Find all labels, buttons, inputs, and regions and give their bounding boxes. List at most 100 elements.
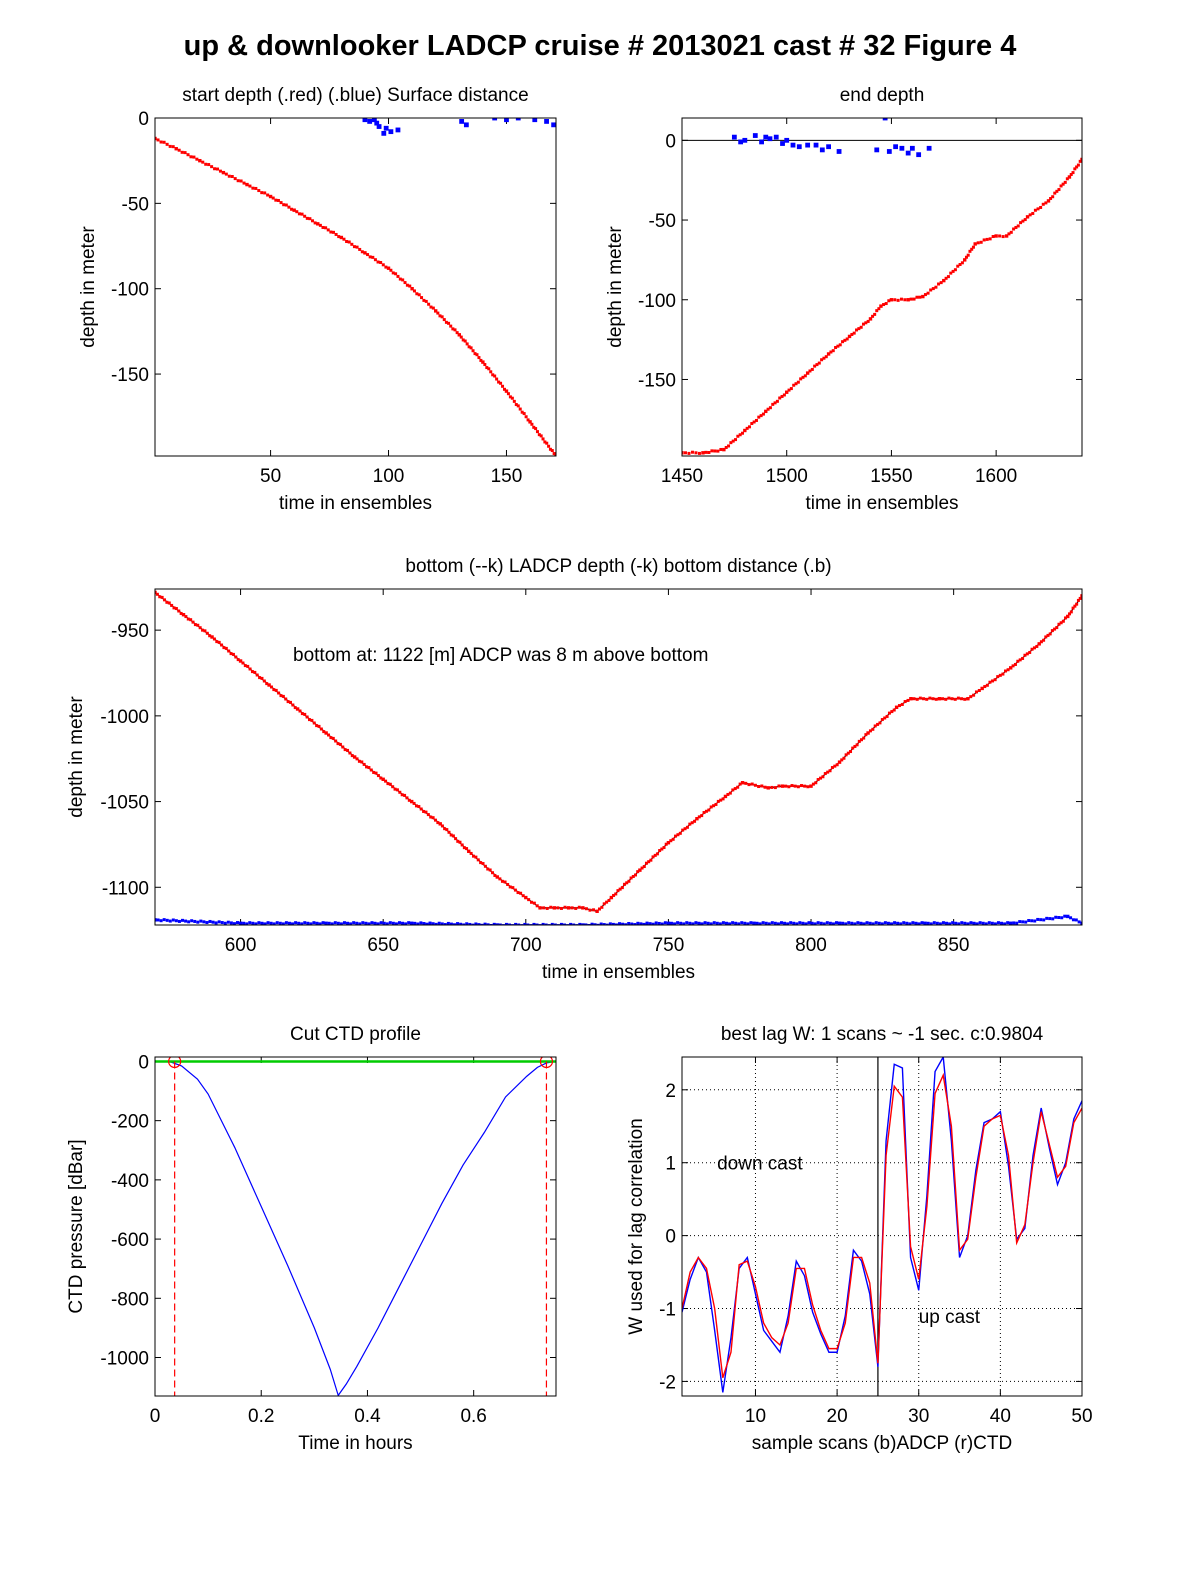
blue-data-point [388,129,394,135]
red-data-point [431,306,435,310]
red-data-point [508,885,512,889]
red-data-point [449,833,453,837]
blue-data-point [882,118,888,121]
red-data-point [1075,165,1079,169]
red-data-point [1012,227,1016,231]
red-data-point [937,282,941,286]
red-data-point [336,742,340,746]
red-data-point [167,601,171,605]
chart-bottom: 600 650 700 750 800 850 -950 -1000 -1050 -1100 bot… [66,556,1083,983]
red-data-point [780,784,785,788]
red-data-point [949,271,953,275]
red-data-point [374,771,378,775]
blue-data-point [379,921,383,925]
red-data-point [220,643,224,647]
blue-data-point [926,145,932,151]
red-data-point [313,221,317,225]
red-data-point [400,793,404,797]
blue-data-point [382,921,386,925]
blue-data-point [859,921,863,925]
red-data-point [1018,658,1022,662]
red-data-point [554,454,556,456]
red-data-point [803,784,807,788]
red-data-point [841,340,845,344]
red-data-point [882,303,886,307]
red-data-point [899,297,903,301]
red-data-point [834,346,838,350]
red-data-point [316,222,320,226]
blue-data-point [492,118,498,121]
red-data-point [980,686,984,691]
blue-data-point [877,921,881,925]
red-data-point [504,389,509,393]
red-data-point [757,785,761,789]
red-data-point [420,296,424,300]
red-data-point [584,907,588,911]
red-data-point [631,874,635,878]
red-data-point [1061,619,1065,623]
blue-data-point [294,921,298,925]
chart-lag: 10 20 30 40 50 -2 -1 0 1 2 best lag W: 1 scans ~ -… [626,1024,1093,1454]
red-data-point [230,175,234,179]
red-data-point [759,414,763,418]
red-data-point [311,219,315,223]
red-data-point [469,851,473,855]
x-tick-label: 0.6 [460,1406,486,1427]
blue-data-point [633,923,637,925]
red-data-point [215,640,219,644]
blue-data-point [456,922,460,925]
red-data-point [391,785,395,789]
x-axis-label: time in ensembles [542,962,695,983]
red-data-point [474,855,478,859]
red-data-point [771,402,775,406]
red-data-point [1019,221,1023,225]
x-tick-label: 0 [150,1406,161,1427]
red-data-point [266,193,270,197]
blue-data-point [862,922,866,925]
red-data-point [903,700,907,704]
blue-data-point [883,921,887,925]
x-tick-label: 850 [938,935,970,956]
red-data-point [647,860,651,864]
red-data-point [753,783,757,787]
blue-data-point [917,922,921,925]
blue-data-point [731,921,735,925]
blue-data-point [905,150,911,156]
blue-data-point [284,921,288,925]
red-data-point [1035,644,1039,648]
red-data-point [198,626,202,630]
chart-title: Cut CTD profile [290,1024,421,1045]
blue-data-point [996,921,1000,925]
red-data-point [969,695,973,699]
y-tick-label: -950 [111,621,149,642]
blue-data-point [923,921,927,925]
red-data-point [216,167,220,171]
blue-data-point [1063,914,1067,918]
red-data-point [213,167,217,171]
red-data-point [155,590,157,595]
blue-data-point [463,122,469,128]
blue-data-point [1051,917,1055,921]
red-data-point [491,373,495,377]
blue-data-point [792,921,796,925]
red-data-point [972,693,976,697]
red-data-point [189,618,193,622]
blue-data-point [532,118,538,123]
blue-data-point [362,118,368,123]
red-data-point [231,652,235,656]
red-data-point [288,700,292,704]
red-data-point [796,380,800,384]
red-data-point [768,406,772,410]
blue-data-point [480,923,484,925]
blue-data-point [425,922,429,925]
axes-frame [681,1056,1083,1397]
annotation-label: up cast [919,1307,981,1328]
red-data-point [782,393,786,397]
blue-data-point [654,921,658,925]
red-data-point [979,240,983,244]
blue-data-point [614,923,618,925]
blue-data-point [593,923,597,925]
red-data-point [885,714,889,718]
red-data-point [208,634,212,638]
blue-data-point [394,922,398,925]
